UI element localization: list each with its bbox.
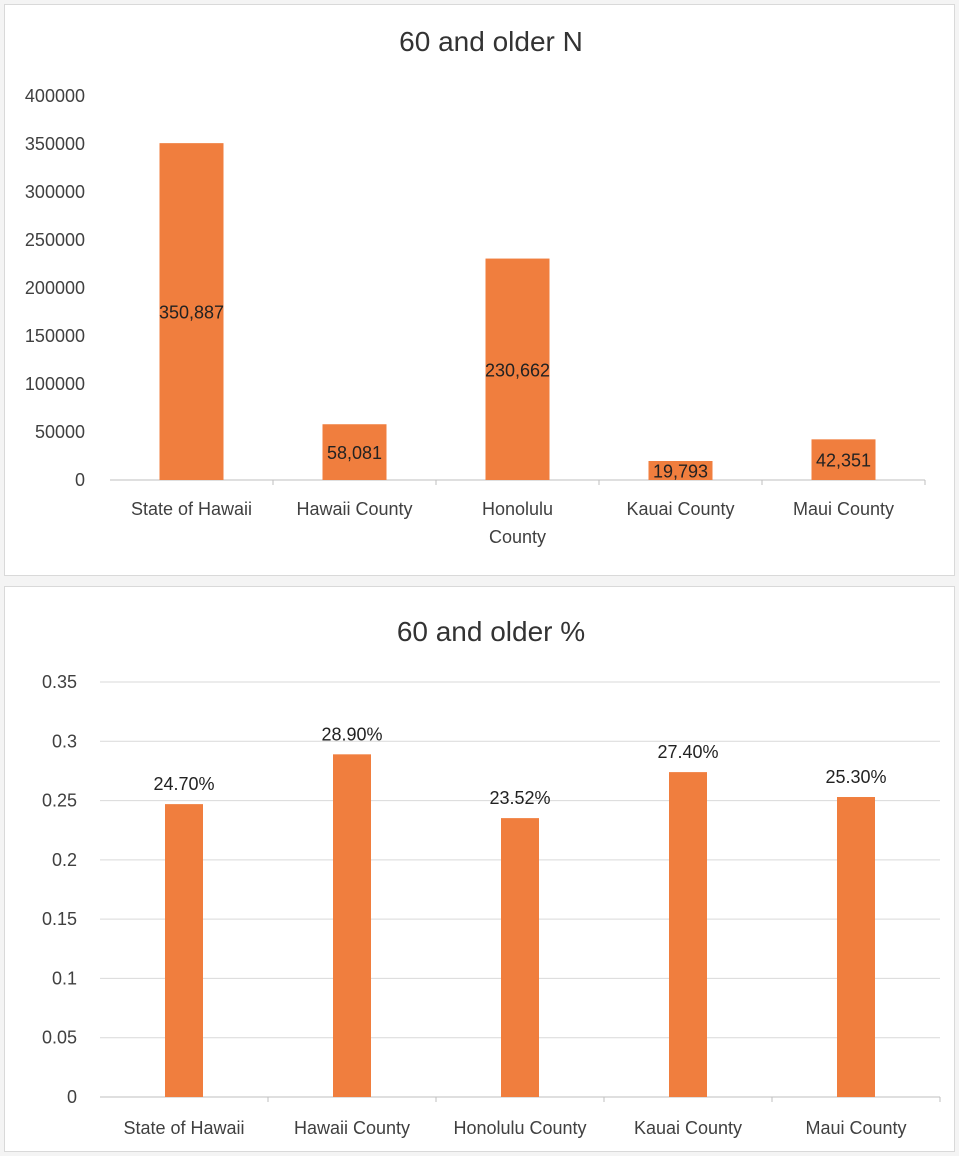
bar [648, 460, 713, 480]
data-label: 27.40% [657, 742, 718, 762]
category-label: Hawaii County [294, 1118, 410, 1138]
data-label: 350,887 [159, 303, 224, 323]
category-label: Honolulu [482, 499, 553, 519]
data-label: 19,793 [653, 461, 708, 481]
data-label: 230,662 [485, 360, 550, 380]
category-label: Kauai County [634, 1118, 742, 1138]
chart-title: 60 and older N [399, 26, 583, 57]
y-tick-label: 0.35 [42, 672, 77, 692]
y-tick-label: 100000 [25, 374, 85, 394]
y-tick-label: 350000 [25, 134, 85, 154]
y-tick-label: 0 [67, 1087, 77, 1107]
chart-title: 60 and older % [397, 616, 585, 647]
category-label: County [489, 527, 546, 547]
bar [165, 804, 203, 1097]
data-label: 24.70% [153, 774, 214, 794]
y-tick-label: 250000 [25, 230, 85, 250]
data-label: 28.90% [321, 724, 382, 744]
data-label: 58,081 [327, 443, 382, 463]
y-tick-label: 400000 [25, 86, 85, 106]
category-label: Kauai County [626, 499, 734, 519]
bar [811, 439, 876, 480]
y-tick-label: 0.25 [42, 791, 77, 811]
y-tick-label: 0.05 [42, 1028, 77, 1048]
category-label: Honolulu County [453, 1118, 586, 1138]
y-tick-label: 300000 [25, 182, 85, 202]
chart-percent-svg: 60 and older % 0 0.05 0.1 0.15 0.2 0.25 0.3 0.3… [42, 616, 941, 1138]
y-tick-label: 0.2 [52, 850, 77, 870]
chart-panel-count: 60 and older N 0 50000 100000 150000 200000 2… [4, 4, 955, 576]
bar [159, 143, 224, 480]
chart-panel-percent: 60 and older % 0 0.05 0.1 0.15 0.2 0.25 0.3 0.3… [4, 586, 955, 1152]
bar [485, 258, 550, 480]
bar [322, 424, 387, 480]
bar [669, 772, 707, 1097]
category-label: State of Hawaii [131, 499, 252, 519]
data-label: 42,351 [816, 451, 871, 471]
data-label: 23.52% [489, 788, 550, 808]
category-label: Hawaii County [296, 499, 412, 519]
category-label: Maui County [805, 1118, 906, 1138]
bar [501, 818, 539, 1097]
category-label: Maui County [793, 499, 894, 519]
category-label: State of Hawaii [123, 1118, 244, 1138]
y-tick-label: 0.15 [42, 909, 77, 929]
y-tick-label: 150000 [25, 326, 85, 346]
y-tick-label: 0.1 [52, 968, 77, 988]
bar [837, 797, 875, 1097]
y-tick-label: 0 [75, 470, 85, 490]
y-tick-label: 0.3 [52, 731, 77, 751]
data-label: 25.30% [825, 767, 886, 787]
chart-count-svg: 60 and older N 0 50000 100000 150000 200000 2… [25, 26, 926, 547]
y-tick-label: 200000 [25, 278, 85, 298]
y-tick-label: 50000 [35, 422, 85, 442]
bar [333, 754, 371, 1097]
